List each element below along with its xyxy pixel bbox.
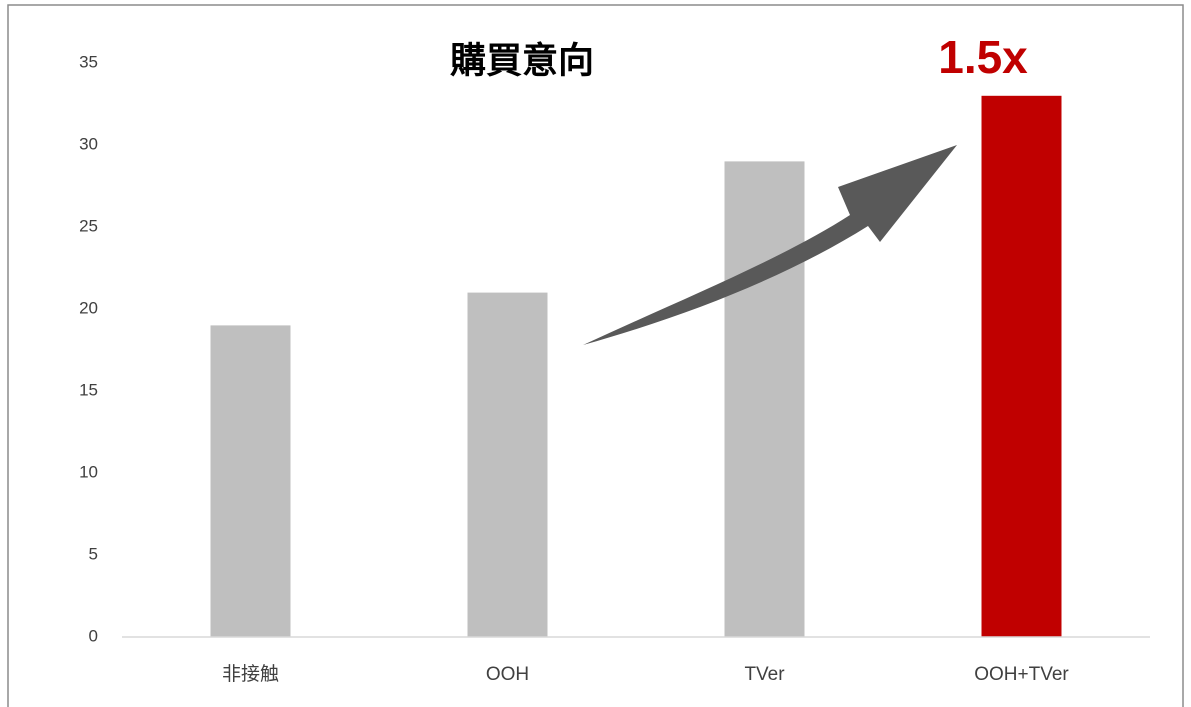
y-tick-label: 15: [79, 380, 98, 399]
y-tick-label: 5: [89, 544, 98, 563]
x-tick-label: TVer: [744, 664, 785, 685]
x-tick-label: OOH+TVer: [974, 664, 1069, 685]
y-tick-label: 30: [79, 134, 98, 153]
bar: [467, 292, 548, 637]
y-tick-label: 10: [79, 462, 98, 481]
arrow: [583, 145, 957, 345]
chart-title: 購買意向: [450, 40, 594, 81]
bar: [724, 161, 805, 637]
y-tick-label: 35: [79, 52, 98, 71]
bars: [210, 95, 1062, 638]
x-tick-label: OOH: [486, 664, 529, 685]
y-tick-label: 25: [79, 216, 98, 235]
x-tick-label: 非接触: [222, 663, 279, 685]
bar: [210, 325, 291, 637]
y-tick-label: 20: [79, 298, 98, 317]
annotation: 1.5x: [938, 31, 1028, 83]
bar: [981, 95, 1062, 638]
y-tick-label: 0: [89, 626, 98, 645]
